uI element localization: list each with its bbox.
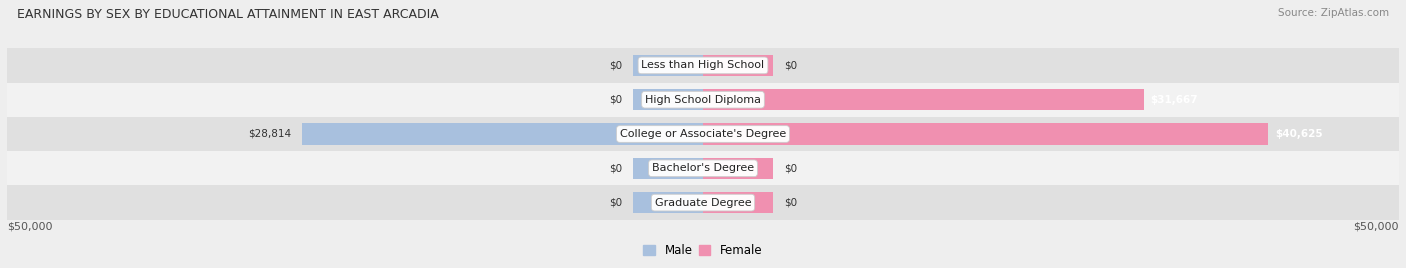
Text: Graduate Degree: Graduate Degree (655, 198, 751, 208)
Text: $0: $0 (783, 60, 797, 70)
Bar (633, 55, 703, 76)
Text: Bachelor's Degree: Bachelor's Degree (652, 163, 754, 173)
Text: $0: $0 (609, 198, 623, 208)
Text: Less than High School: Less than High School (641, 60, 765, 70)
Bar (7, 48, 1399, 83)
Bar (7, 185, 1399, 220)
Bar (7, 117, 1399, 151)
Bar (703, 192, 773, 213)
Bar (703, 158, 773, 179)
Bar (633, 89, 703, 110)
Text: $0: $0 (783, 198, 797, 208)
Text: College or Associate's Degree: College or Associate's Degree (620, 129, 786, 139)
Text: EARNINGS BY SEX BY EDUCATIONAL ATTAINMENT IN EAST ARCADIA: EARNINGS BY SEX BY EDUCATIONAL ATTAINMEN… (17, 8, 439, 21)
Bar (7, 151, 1399, 185)
Bar (703, 55, 773, 76)
Text: Source: ZipAtlas.com: Source: ZipAtlas.com (1278, 8, 1389, 18)
Bar (703, 89, 1144, 110)
Text: $31,667: $31,667 (1150, 95, 1198, 105)
Text: $0: $0 (609, 95, 623, 105)
Text: $40,625: $40,625 (1275, 129, 1323, 139)
Text: $0: $0 (609, 60, 623, 70)
Text: $50,000: $50,000 (1354, 221, 1399, 232)
Bar (633, 192, 703, 213)
Bar (633, 158, 703, 179)
Text: $0: $0 (609, 163, 623, 173)
Text: $50,000: $50,000 (7, 221, 52, 232)
Bar (703, 123, 1268, 145)
Text: High School Diploma: High School Diploma (645, 95, 761, 105)
Bar (7, 83, 1399, 117)
Text: $0: $0 (783, 163, 797, 173)
Bar (302, 123, 703, 145)
Legend: Male, Female: Male, Female (638, 239, 768, 262)
Text: $28,814: $28,814 (247, 129, 291, 139)
